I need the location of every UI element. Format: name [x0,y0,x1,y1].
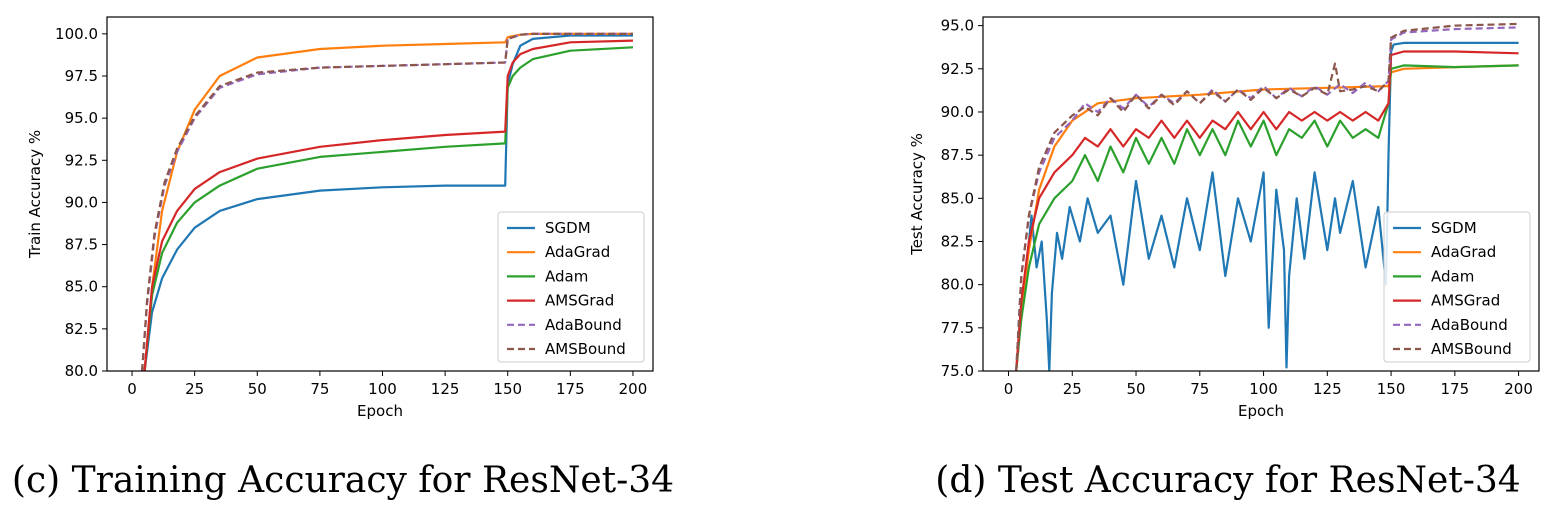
train-accuracy-legend-label-adabound: AdaBound [545,316,622,334]
train-accuracy-y-tick-label: 95.0 [65,109,98,127]
test-accuracy-x-tick-label: 75 [1190,380,1209,398]
test-accuracy-legend-label-adam: Adam [1431,267,1474,285]
train-accuracy-legend-label-adam: Adam [545,267,588,285]
test-accuracy-x-tick-label: 175 [1441,380,1470,398]
test-accuracy-y-tick-label: 90.0 [941,103,974,121]
train-accuracy-x-tick-label: 25 [185,380,204,398]
test-accuracy-legend-label-adagrad: AdaGrad [1431,243,1496,261]
test-accuracy-y-tick-label: 77.5 [941,319,974,337]
test-accuracy-x-tick-label: 25 [1063,380,1082,398]
test-accuracy-series-sgdm [1015,41,1519,371]
test-accuracy-legend: SGDM AdaGrad Adam AMSGrad AdaBound AMSBound [1383,211,1531,363]
train-accuracy-y-tick-label: 87.5 [65,236,98,254]
test-accuracy-series-amsbound [1015,22,1519,371]
train-accuracy-x-axis-label: Epoch [357,402,403,420]
test-accuracy-y-tick-label: 75.0 [941,362,974,380]
train-accuracy-series-amsbound [141,32,633,371]
test-accuracy-y-tick-label: 82.5 [941,232,974,250]
test-accuracy-y-tick-label: 87.5 [941,146,974,164]
train-accuracy-lines [141,32,634,371]
train-accuracy-x-tick-label: 75 [310,380,329,398]
train-accuracy-caption: (c) Training Accuracy for ResNet-34 [12,460,674,501]
train-accuracy-series-adam [143,46,634,371]
train-accuracy-y-axis-label: Train Accuracy % [26,130,44,259]
test-accuracy-x-tick-label: 200 [1504,380,1533,398]
test-accuracy-legend-label-amsbound: AMSBound [1431,340,1512,358]
test-accuracy-x-tick-label: 50 [1126,380,1145,398]
train-accuracy-y-tick-label: 82.5 [65,320,98,338]
test-accuracy-x-tick-label: 0 [1004,380,1014,398]
train-accuracy-series-amsgrad [143,39,634,371]
train-accuracy-legend-label-amsgrad: AMSGrad [545,292,614,310]
test-accuracy-x-tick-label: 150 [1377,380,1406,398]
train-accuracy-x-tick-label: 100 [368,380,397,398]
train-accuracy-x-tick-label: 175 [556,380,585,398]
train-accuracy-series-sgdm [143,34,633,371]
test-accuracy-lines [1015,22,1519,371]
train-accuracy-ticks: 0 25 50 75 100 125 150 175 200 80.0 82.5 85.0 87.5 90… [55,25,647,398]
train-accuracy-y-tick-label: 100.0 [55,25,98,43]
test-accuracy-series-amsgrad [1015,50,1519,371]
test-accuracy-plot-frame [982,16,1540,372]
test-accuracy-legend-label-adabound: AdaBound [1431,316,1508,334]
test-accuracy-x-axis-label: Epoch [1238,402,1284,420]
train-accuracy-x-tick-label: 50 [248,380,267,398]
test-accuracy-x-tick-label: 125 [1313,380,1342,398]
train-accuracy-y-tick-label: 80.0 [65,362,98,380]
test-accuracy-series-adam [1015,64,1519,371]
train-accuracy-y-tick-label: 85.0 [65,278,98,296]
train-accuracy-y-tick-label: 97.5 [65,67,98,85]
train-accuracy-x-tick-label: 150 [493,380,522,398]
train-accuracy-legend-label-adagrad: AdaGrad [545,243,610,261]
train-accuracy-legend-label-sgdm: SGDM [545,219,591,237]
test-accuracy-y-tick-label: 85.0 [941,189,974,207]
test-accuracy-ticks: 0 25 50 75 100 125 150 175 200 75.0 77.5 80.0 82.5 85… [941,17,1533,398]
test-accuracy-y-axis-label: Test Accuracy % [908,133,926,256]
train-accuracy-x-tick-label: 0 [127,380,137,398]
train-accuracy-x-tick-label: 125 [431,380,460,398]
train-accuracy-panel: 0 25 50 75 100 125 150 175 200 80.0 82.5 85.0 87.5 90… [12,16,674,501]
test-accuracy-x-tick-label: 100 [1249,380,1278,398]
test-accuracy-caption: (d) Test Accuracy for ResNet-34 [935,460,1520,501]
test-accuracy-y-tick-label: 92.5 [941,60,974,78]
train-accuracy-plot-frame [106,16,654,372]
train-accuracy-x-tick-label: 200 [619,380,648,398]
test-accuracy-y-tick-label: 80.0 [941,276,974,294]
test-accuracy-y-tick-label: 95.0 [941,17,974,35]
test-accuracy-panel: 0 25 50 75 100 125 150 175 200 75.0 77.5 80.0 82.5 85… [908,16,1540,501]
test-accuracy-legend-label-sgdm: SGDM [1431,219,1477,237]
train-accuracy-y-tick-label: 92.5 [65,151,98,169]
train-accuracy-legend-label-amsbound: AMSBound [545,340,626,358]
train-accuracy-legend: SGDM AdaGrad Adam AMSGrad AdaBound AMSBound [497,211,645,363]
train-accuracy-y-tick-label: 90.0 [65,193,98,211]
test-accuracy-legend-label-amsgrad: AMSGrad [1431,292,1500,310]
